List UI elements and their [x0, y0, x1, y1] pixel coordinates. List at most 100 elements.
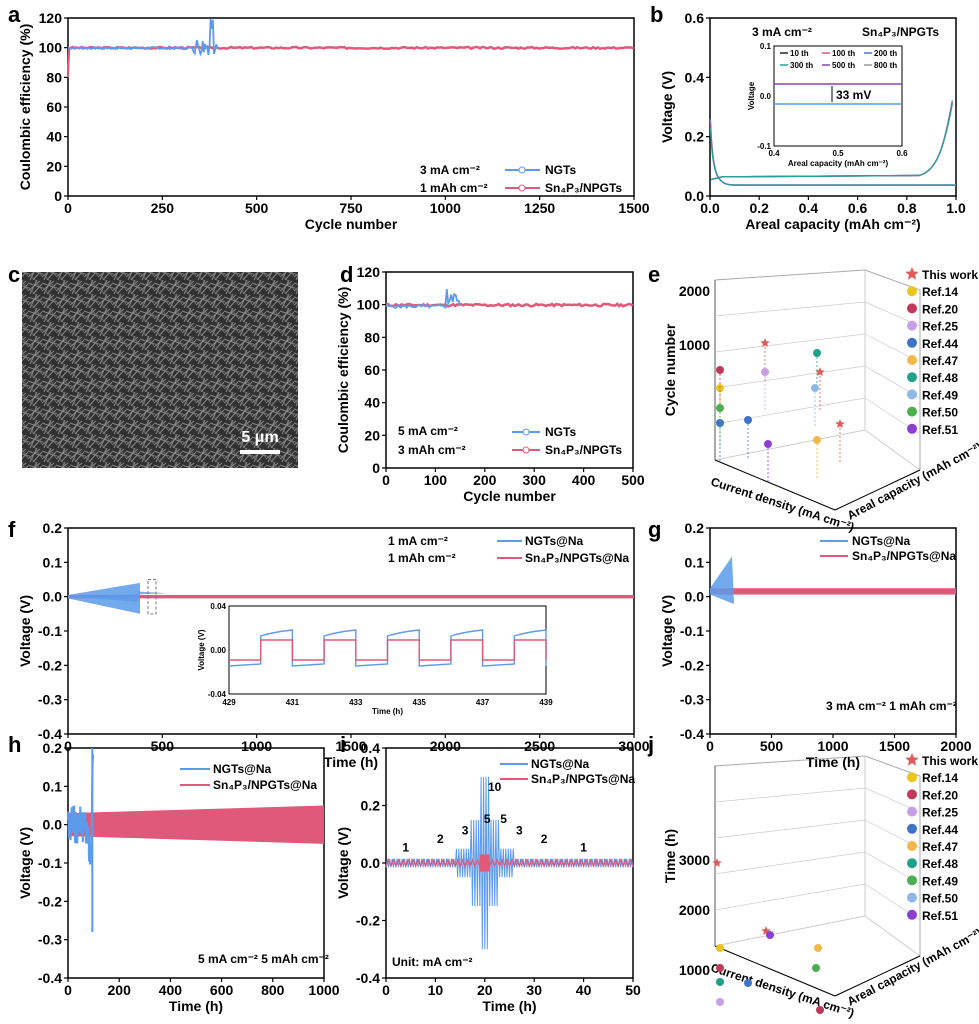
- x-tick-label: 1500: [335, 738, 366, 754]
- legend-dot: [907, 337, 917, 348]
- inset-y-tick: 0.00: [210, 646, 226, 655]
- series-ngts-line: [67, 753, 95, 865]
- y-tick-label: -0.4: [38, 970, 62, 986]
- rate-label: 3: [462, 823, 469, 837]
- x-axis-label: Areal capacity (mAh cm⁻²): [745, 216, 920, 232]
- condition-capacity: 1 mAh cm⁻²: [388, 551, 456, 565]
- back-edge: [714, 915, 866, 947]
- x-tick-label: 0.0: [700, 200, 720, 216]
- sn4p3-initial: [67, 49, 71, 78]
- x-tick-label: 300: [523, 472, 547, 488]
- legend-label: Ref.25: [922, 806, 958, 820]
- z-axis-label: Cycle number: [662, 323, 678, 416]
- data-point: [766, 931, 774, 939]
- inset-y-tick: 0.1: [760, 42, 772, 51]
- y-tick-label: 120: [357, 264, 381, 280]
- plot-frame: [709, 17, 957, 197]
- legend-dot: [907, 875, 917, 886]
- x-axis: [714, 459, 836, 511]
- x-tick-label: 2500: [524, 738, 555, 754]
- y-tick-label: -0.2: [680, 657, 704, 673]
- grid-line: [714, 883, 866, 911]
- data-star: [712, 858, 722, 867]
- legend-dot: [907, 372, 917, 383]
- legend-label: Ref.14: [922, 285, 958, 299]
- plot-frame: [385, 271, 634, 469]
- y-tick-label: -0.1: [680, 623, 704, 639]
- chart-g: 0 500 1000 1500 2000 0.2 0.1 0.0 -0.1 -0.2 -0.3 -0.…: [659, 520, 972, 770]
- panel-label-a: a: [8, 2, 21, 27]
- y-tick-label: -0.1: [38, 623, 62, 639]
- y-tick-label: 0.2: [685, 520, 705, 536]
- y-tick-label: 0.0: [685, 589, 705, 605]
- zoom-box: [147, 579, 157, 615]
- x-tick-label: 500: [151, 738, 175, 754]
- inset-legend-label: 500 th: [832, 61, 855, 70]
- y-tick-label: 0.1: [685, 554, 705, 570]
- y-tick-label: 0.4: [685, 69, 705, 85]
- legend-dot: [907, 772, 917, 783]
- data-star: [815, 367, 825, 376]
- chart-d: 0 100 200 300 400 500 0 20 40 60 80 100 120 Cycle num…: [335, 264, 645, 504]
- sn4p3-peak: [479, 854, 490, 872]
- inset-ngts-line: [228, 629, 547, 667]
- rate-label: 5: [500, 812, 507, 826]
- inset-x-tick: 435: [413, 698, 427, 707]
- legend-ngts-label: NGTs@Na: [852, 534, 910, 548]
- legend-label: Ref.51: [922, 423, 958, 437]
- x-axis-label: Cycle number: [305, 216, 398, 232]
- inset-y-tick: 0.04: [210, 602, 226, 611]
- data-star: [761, 926, 771, 935]
- back-edge: [864, 915, 921, 957]
- chart-f: 0 500 1000 1500 2000 2500 3000 0.2 0.1 0.0 -0.1 -0.…: [17, 520, 650, 770]
- grid-line: [714, 333, 866, 353]
- legend-dot: [907, 389, 917, 400]
- x-tick-label: 750: [339, 200, 363, 216]
- x-tick-label: 50: [625, 982, 641, 998]
- x-tick-label: 400: [159, 982, 183, 998]
- panel-label-j: j: [647, 732, 654, 757]
- inset-y-label: Voltage: [747, 81, 756, 110]
- data-point: [812, 964, 820, 972]
- data-point: [716, 944, 724, 952]
- legend-label: Ref.44: [922, 337, 958, 351]
- inset-sn4p3-line: [229, 639, 547, 661]
- inset-y-tick: -0.04: [208, 690, 227, 699]
- scale-bar-label: 5 μm: [241, 429, 278, 446]
- data-star: [760, 338, 770, 347]
- legend-dot: [907, 909, 917, 920]
- panel-c-image: 5 μm: [22, 272, 298, 468]
- y-tick-label: 0.4: [361, 740, 381, 756]
- legend-label: Ref.48: [922, 857, 958, 871]
- rate-label: 5: [484, 812, 491, 826]
- x-tick-label: 200: [108, 982, 132, 998]
- inset-legend-label: 200 th: [874, 49, 897, 58]
- z-tick-label: 3000: [679, 852, 710, 868]
- legend-label: Ref.49: [922, 874, 958, 888]
- condition-capacity: 3 mAh cm⁻²: [398, 443, 466, 457]
- x-axis-label: Time (h): [324, 754, 378, 770]
- y-axis-label: Voltage (V): [335, 827, 351, 899]
- y-axis: [834, 469, 921, 511]
- condition-capacity: 1 mAh cm⁻²: [420, 181, 488, 195]
- x-tick-label: 0: [706, 738, 714, 754]
- legend-sn4p3-label: Sn₄P₃/NPGTs: [545, 181, 622, 195]
- x-tick-label: 1500: [879, 738, 910, 754]
- legend-label: Ref.50: [922, 892, 958, 906]
- condition-label: 5 mA cm⁻² 5 mAh cm⁻²: [198, 952, 329, 966]
- legend-label: Ref.49: [922, 388, 958, 402]
- unit-label: Unit: mA cm⁻²: [392, 955, 473, 969]
- grid-line: [714, 397, 866, 425]
- y-tick-label: -0.2: [38, 657, 62, 673]
- legend-label: Ref.48: [922, 371, 958, 385]
- box-outline: [714, 755, 921, 997]
- data-point: [816, 1006, 824, 1014]
- y-tick-label: -0.2: [356, 913, 380, 929]
- panel-label-e: e: [648, 262, 660, 287]
- grid-line: [714, 851, 866, 875]
- y-tick-label: 80: [364, 329, 380, 345]
- y-tick-label: -0.4: [38, 726, 62, 742]
- y-tick-label: -0.3: [680, 692, 704, 708]
- inset-frame: [773, 45, 903, 147]
